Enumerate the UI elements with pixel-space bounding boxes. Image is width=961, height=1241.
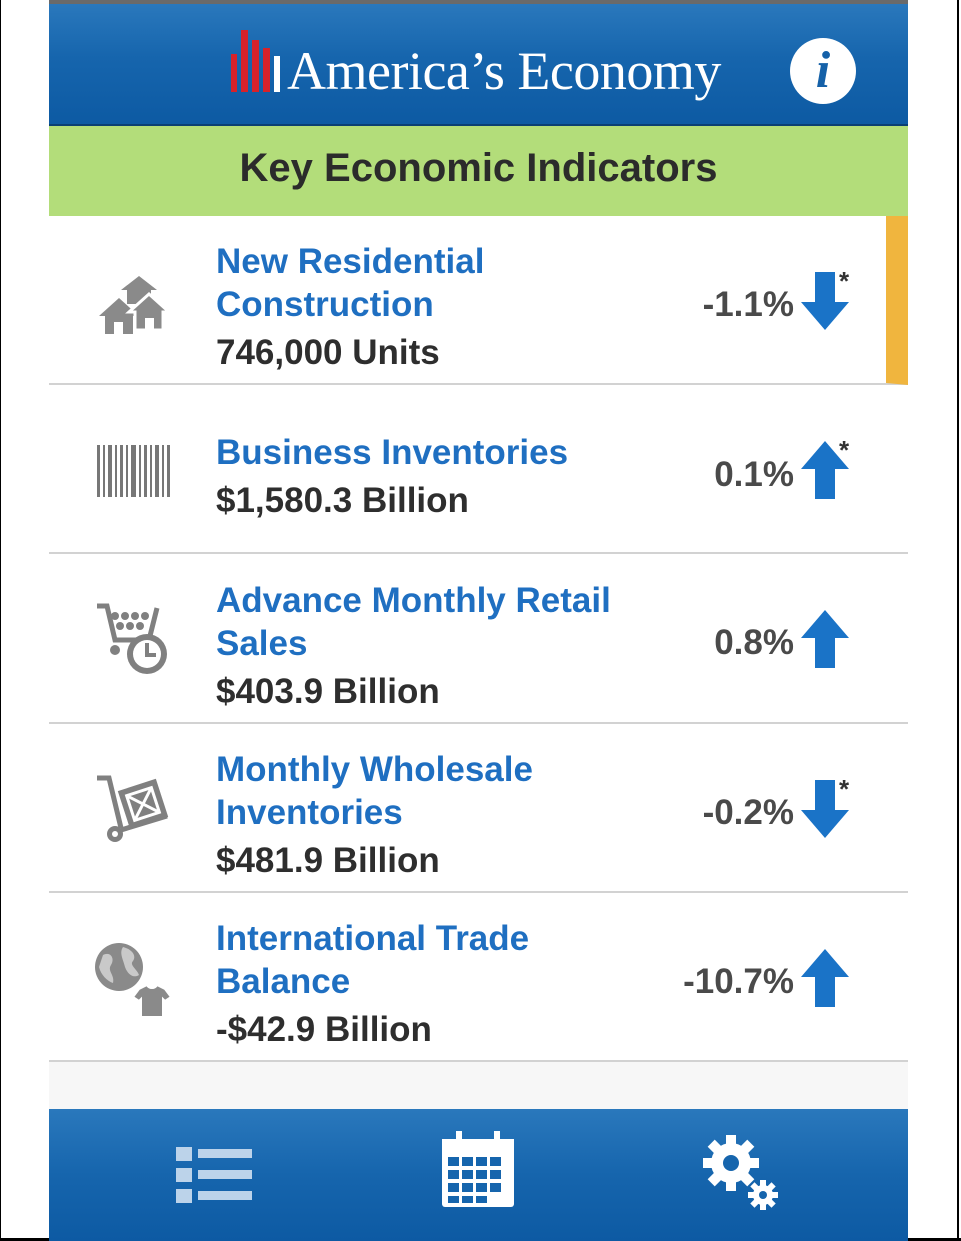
tab-calendar[interactable] <box>335 1109 621 1241</box>
indicator-name: Advance Monthly Retail Sales <box>216 579 676 665</box>
info-button[interactable]: i <box>790 38 856 104</box>
section-title: Key Economic Indicators <box>239 146 718 190</box>
indicator-change: 0.1% <box>714 455 794 494</box>
indicator-value: 746,000 Units <box>216 333 440 372</box>
calendar-icon <box>442 1131 514 1207</box>
footnote-asterisk: * <box>839 266 850 296</box>
arrow-down-icon <box>801 272 849 330</box>
indicator-change: -0.2% <box>702 793 794 832</box>
indicator-value: -$42.9 Billion <box>216 1010 432 1049</box>
logo-bars-icon <box>231 30 280 92</box>
indicator-row[interactable]: Monthly Wholesale Inventories $481.9 Bil… <box>49 724 908 893</box>
indicator-name: New Residential Construction <box>216 240 676 326</box>
app-title: America’s Economy <box>287 41 721 101</box>
hand-truck-icon <box>97 775 169 842</box>
indicator-row[interactable]: New Residential Construction 746,000 Uni… <box>49 216 908 385</box>
indicator-name-line2: Inventories <box>216 793 403 832</box>
arrow-up-icon <box>801 441 849 499</box>
indicator-change: 0.8% <box>714 623 794 662</box>
indicator-value: $481.9 Billion <box>216 841 440 880</box>
indicator-row[interactable]: Advance Monthly Retail Sales $403.9 Bill… <box>49 554 908 724</box>
indicator-change: -1.1% <box>702 285 794 324</box>
info-icon: i <box>815 42 831 99</box>
indicator-name-line1: Business Inventories <box>216 433 569 472</box>
section-header: Key Economic Indicators <box>49 126 908 216</box>
list-icon <box>176 1147 252 1203</box>
footnote-asterisk: * <box>839 774 850 804</box>
app-screen: America’s Economy i Key Economic Indicat… <box>49 0 908 1241</box>
arrow-up-icon <box>801 610 849 668</box>
indicator-value: $1,580.3 Billion <box>216 481 469 520</box>
indicator-name-line1: Advance Monthly Retail <box>216 581 611 620</box>
barcode-icon <box>97 445 170 497</box>
indicator-change: -10.7% <box>683 962 794 1001</box>
indicator-name: Business Inventories <box>216 431 676 474</box>
indicator-name-line2: Balance <box>216 962 351 1001</box>
arrow-down-icon <box>801 780 849 838</box>
indicator-name-line1: New Residential <box>216 242 485 281</box>
indicator-name-line2: Sales <box>216 624 308 663</box>
tab-indicators-list[interactable] <box>49 1109 335 1241</box>
indicator-value: $403.9 Billion <box>216 672 440 711</box>
houses-icon <box>99 276 173 334</box>
bottom-tab-bar <box>49 1109 908 1241</box>
indicator-row[interactable]: International Trade Balance -$42.9 Billi… <box>49 893 908 1062</box>
footnote-asterisk: * <box>839 435 850 465</box>
globe-shirt-icon <box>95 943 173 1018</box>
arrow-up-icon <box>801 949 849 1007</box>
indicator-row[interactable]: Business Inventories $1,580.3 Billion 0.… <box>49 385 908 554</box>
shopping-cart-clock-icon <box>97 603 167 674</box>
indicator-name-line1: Monthly Wholesale <box>216 750 533 789</box>
indicator-name-line1: International Trade <box>216 919 530 958</box>
app-header: America’s Economy i <box>49 0 908 126</box>
indicator-name: Monthly Wholesale Inventories <box>216 748 676 834</box>
indicator-name: International Trade Balance <box>216 917 676 1003</box>
indicator-name-line2: Construction <box>216 285 434 324</box>
settings-gears-icon <box>703 1135 778 1210</box>
tab-settings[interactable] <box>621 1109 907 1241</box>
